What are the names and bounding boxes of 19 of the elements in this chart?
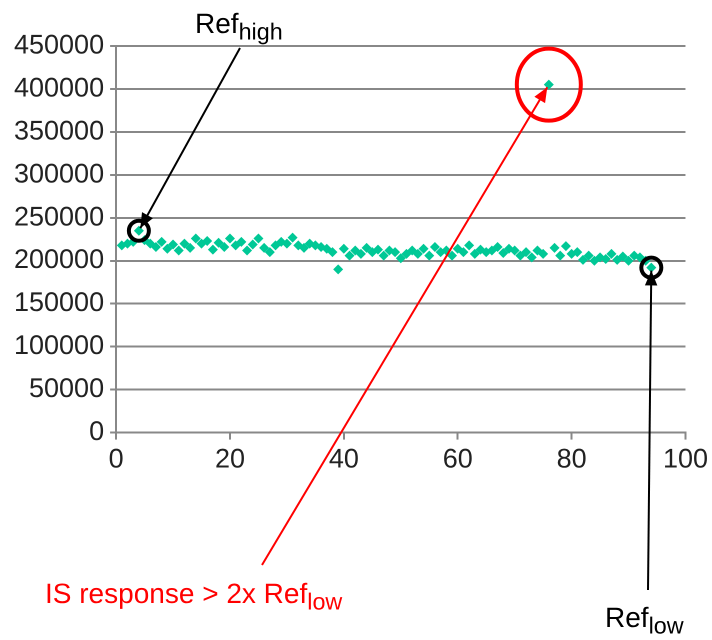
x-tick-label: 80	[556, 443, 587, 474]
y-tick-label: 200000	[14, 244, 104, 274]
y-tick-label: 450000	[14, 29, 104, 60]
y-tick-label: 100000	[14, 330, 104, 360]
y-tick-label: 50000	[29, 373, 104, 404]
x-tick-label: 40	[328, 443, 359, 474]
y-tick-label: 0	[89, 416, 104, 446]
x-tick-label: 60	[442, 443, 473, 474]
y-tick-label: 400000	[14, 72, 104, 102]
x-tick-label: 0	[108, 443, 124, 474]
annotation: Ref$_{low}$	[605, 602, 684, 640]
y-tick-label: 150000	[14, 287, 104, 318]
x-tick-label: 100	[662, 443, 708, 474]
y-tick-label: 250000	[14, 201, 104, 232]
annotation: Ref$_{high}$	[195, 8, 283, 46]
y-tick-label: 350000	[14, 115, 104, 146]
y-tick-label: 300000	[14, 158, 104, 188]
annotation: IS response > 2x Ref$_{low}$	[45, 578, 342, 616]
x-tick-label: 20	[214, 443, 245, 474]
